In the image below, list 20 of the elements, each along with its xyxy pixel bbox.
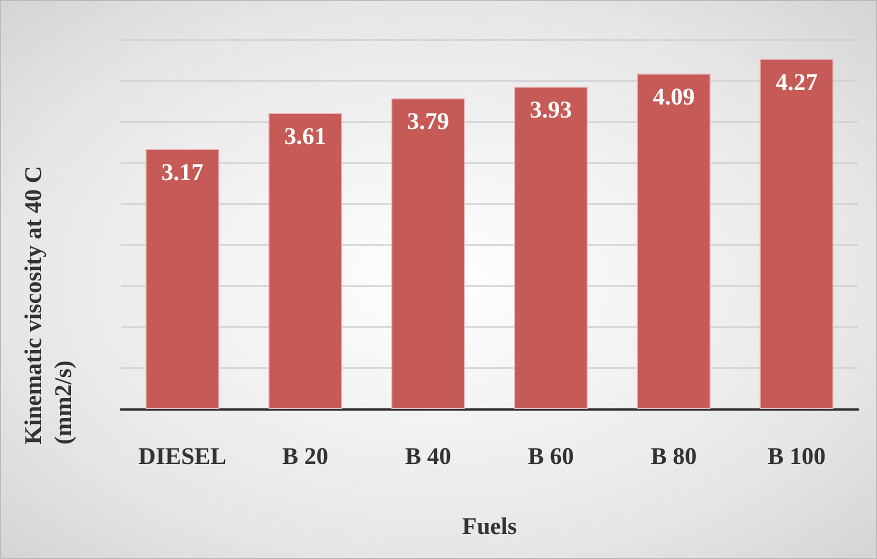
- y-axis-title: Kinematic viscosity at 40 C (mm2/s): [21, 160, 77, 444]
- x-tick-label: B 40: [405, 444, 452, 470]
- x-tick-label: DIESEL: [138, 444, 226, 470]
- bar: [391, 98, 465, 409]
- x-tick-label: B 20: [282, 444, 328, 470]
- x-tick-label: B 100: [768, 444, 826, 470]
- data-label: 3.17: [161, 160, 204, 186]
- data-label: 3.93: [530, 98, 572, 124]
- bar: [146, 149, 220, 409]
- bar: [636, 74, 711, 409]
- x-axis-title: Fuels: [462, 514, 517, 540]
- x-tick-label: B 80: [650, 444, 697, 470]
- data-label: 3.79: [407, 109, 450, 136]
- bar: [514, 86, 588, 409]
- data-label: 3.61: [284, 124, 326, 150]
- data-label: 4.09: [652, 84, 695, 111]
- bar: [760, 58, 834, 409]
- x-tick-label: B 60: [528, 444, 574, 470]
- data-label: 4.27: [776, 70, 818, 96]
- bar: [268, 112, 342, 409]
